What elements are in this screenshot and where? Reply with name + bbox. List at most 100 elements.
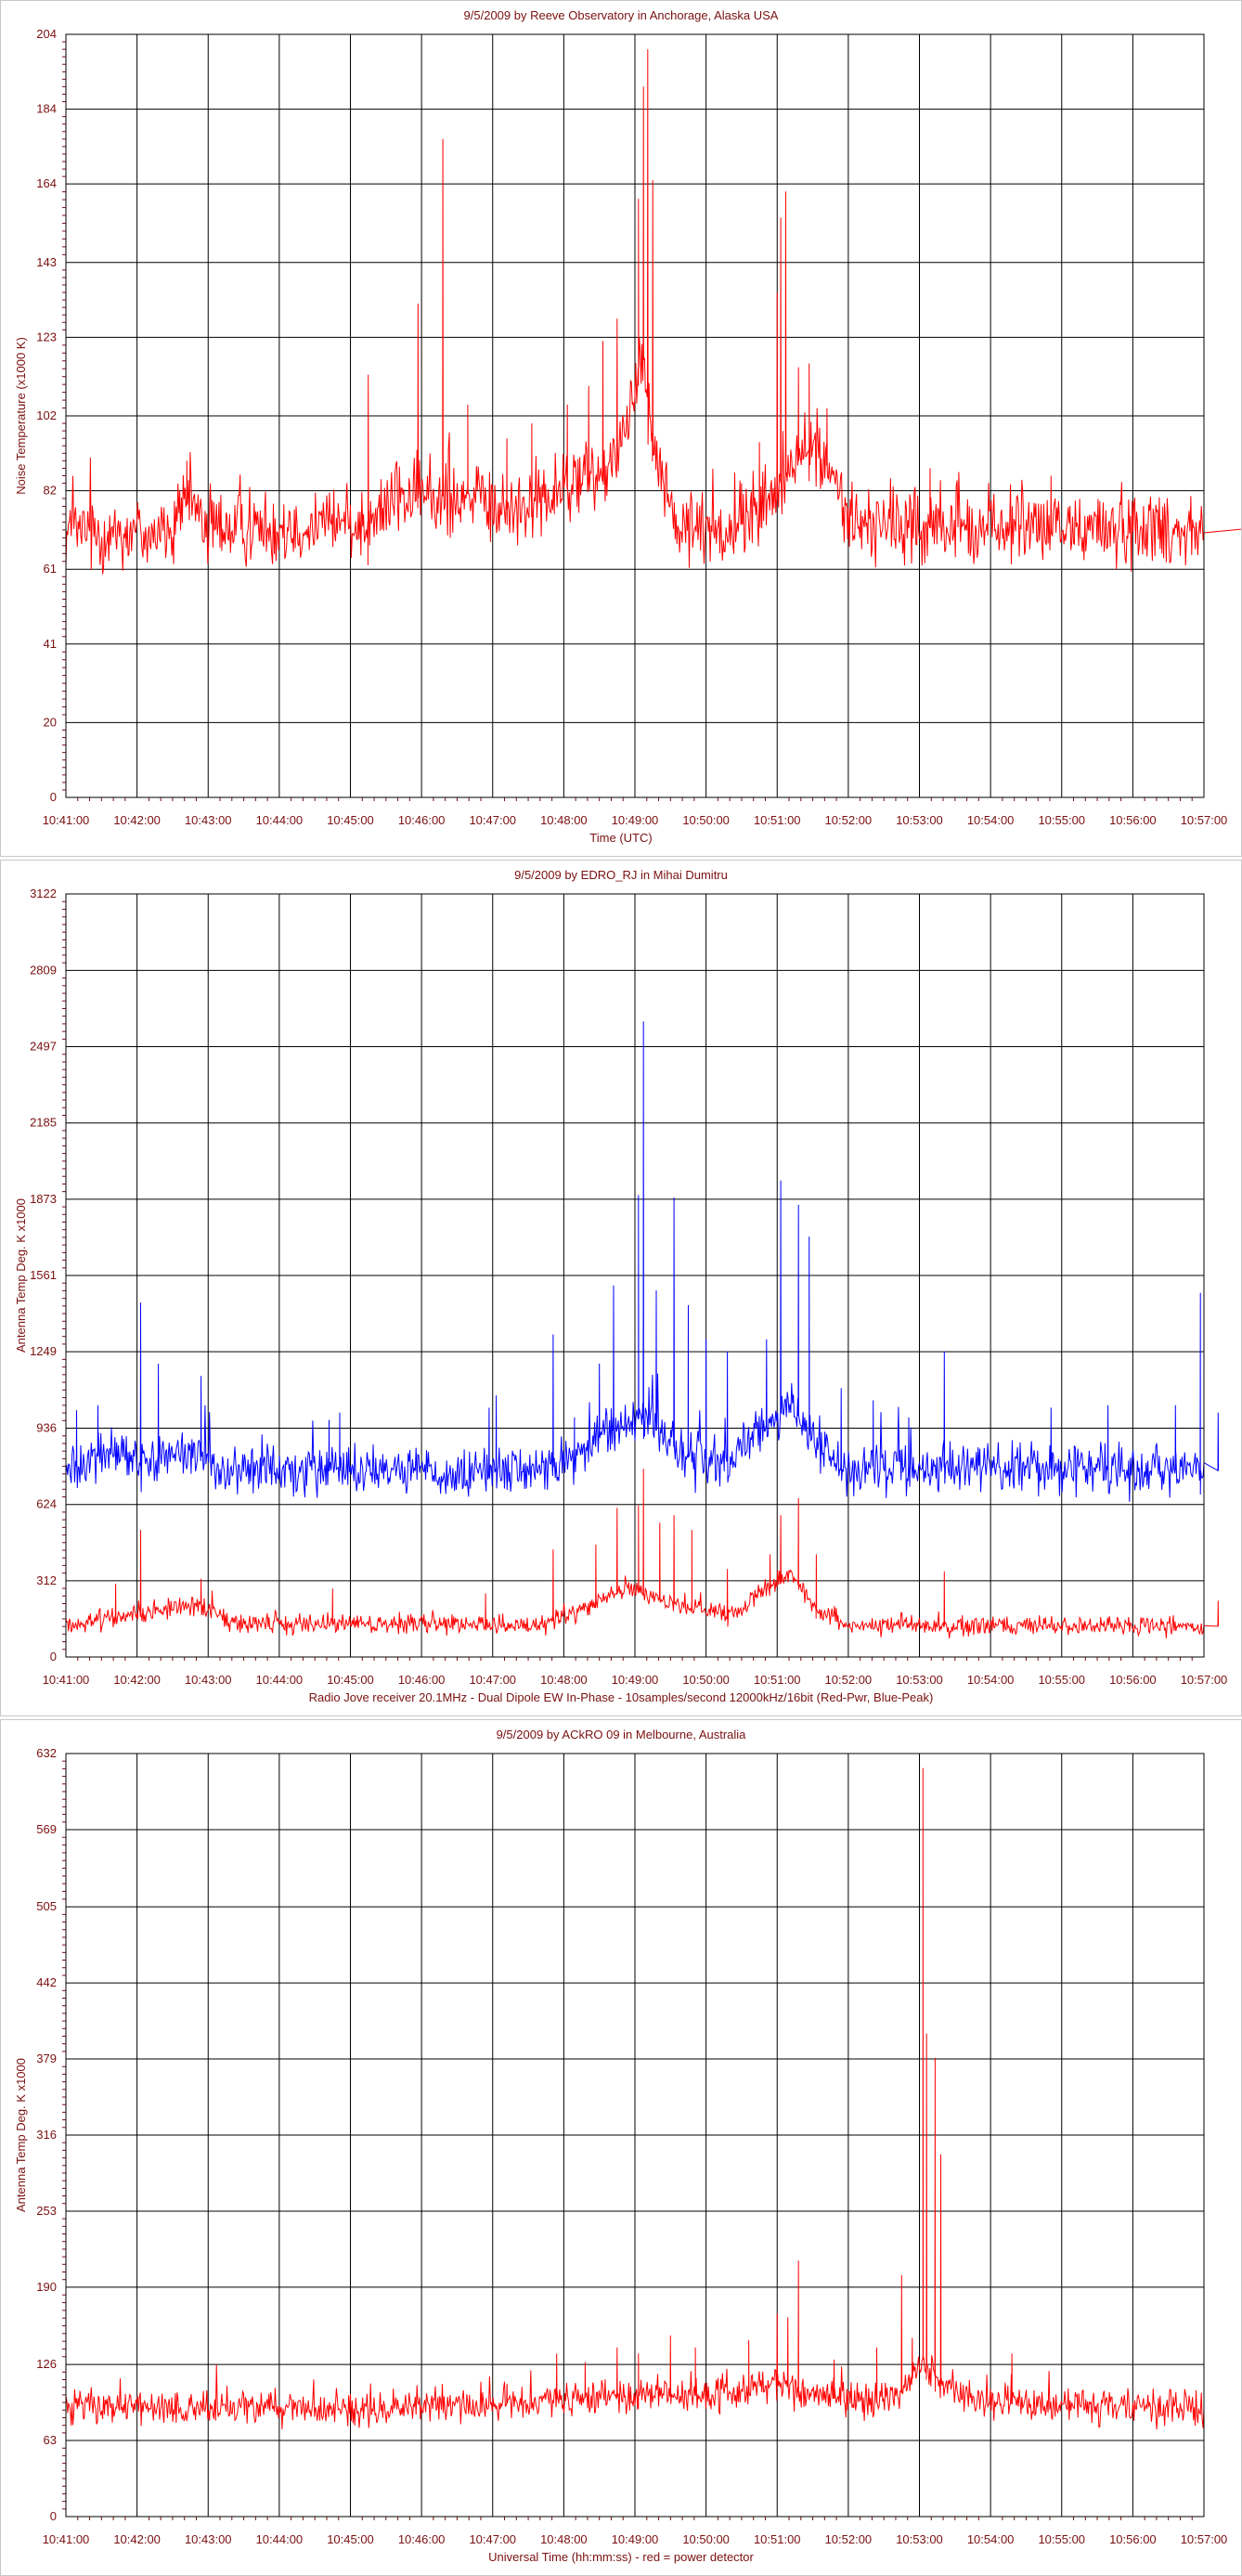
y-tick-label: 0 [50,2509,57,2523]
chart-title: 9/5/2009 by EDRO_RJ in Mihai Dumitru [514,868,728,882]
x-tick-label: 10:53:00 [896,1673,943,1687]
chart-svg-melbourne: 9/5/2009 by ACkRO 09 in Melbourne, Austr… [14,1728,1228,2564]
plot-frame [65,1753,1205,2518]
x-axis-label: Time (UTC) [589,831,652,845]
plot-frame [65,893,1205,1658]
minor-ticks [62,41,1193,801]
y-tick-label: 20 [44,715,57,729]
x-tick-labels: 10:41:00 10:42:00 10:43:00 10:44:00 10:45:00… [43,813,1228,827]
y-tick-label: 316 [36,2128,57,2142]
y-tick-label: 184 [36,102,57,116]
y-tick-label: 82 [44,484,57,498]
y-tick-labels: 0 63 126 190 253 316 379 442 505 569 632 [36,1746,57,2523]
y-tick-label: 253 [36,2204,57,2218]
minor-ticks [62,1760,1193,2520]
chart-svg-edro: 9/5/2009 by EDRO_RJ in Mihai Dumitru 0 312… [14,868,1228,1704]
x-tick-label: 10:57:00 [1181,2532,1228,2546]
x-tick-label: 10:44:00 [256,2532,304,2546]
series-line-1 [65,1469,1220,1639]
x-tick-label: 10:57:00 [1181,813,1228,827]
y-tick-label: 123 [36,330,57,343]
x-tick-label: 10:43:00 [185,1673,232,1687]
chart-panel-melbourne: 9/5/2009 by ACkRO 09 in Melbourne, Austr… [0,1719,1242,2576]
x-tick-label: 10:51:00 [754,1673,801,1687]
x-tick-label: 10:50:00 [682,1673,730,1687]
x-tick-label: 10:46:00 [398,2532,446,2546]
y-tick-label: 41 [44,637,57,651]
x-tick-label: 10:48:00 [540,1673,588,1687]
x-tick-label: 10:42:00 [113,1673,161,1687]
y-tick-label: 936 [36,1421,57,1435]
x-tick-label: 10:45:00 [327,1673,374,1687]
y-tick-labels: 0 312 624 936 1249 1561 1873 2185 2497 2809 3122 [30,887,57,1663]
chart-title: 9/5/2009 by Reeve Observatory in Anchora… [464,8,779,22]
y-tick-labels: 0 20 41 61 82 102 123 143 164 184 204 [36,27,57,804]
y-tick-label: 143 [36,255,57,269]
x-tick-label: 10:44:00 [256,1673,304,1687]
x-tick-label: 10:50:00 [682,2532,730,2546]
x-tick-label: 10:53:00 [896,2532,943,2546]
x-tick-label: 10:56:00 [1109,2532,1157,2546]
chart-panel-edro: 9/5/2009 by EDRO_RJ in Mihai Dumitru 0 312… [0,860,1242,1716]
x-tick-label: 10:47:00 [469,2532,516,2546]
y-tick-label: 2809 [30,963,57,977]
x-tick-label: 10:51:00 [754,813,801,827]
x-tick-label: 10:55:00 [1038,2532,1085,2546]
x-tick-label: 10:45:00 [327,2532,374,2546]
x-tick-label: 10:56:00 [1109,813,1157,827]
plot-frame [65,33,1205,798]
y-tick-label: 3122 [30,887,57,900]
y-tick-label: 0 [50,790,57,804]
x-axis-label: Universal Time (hh:mm:ss) - red = power … [488,2550,754,2564]
y-tick-label: 102 [36,408,57,422]
y-axis-label: Antenna Temp Deg. K x1000 [14,1198,28,1353]
y-tick-label: 379 [36,2052,57,2065]
y-tick-label: 0 [50,1650,57,1663]
chart-panel-anchorage: 9/5/2009 by Reeve Observatory in Anchora… [0,0,1242,857]
y-axis-label: Antenna Temp Deg. K x1000 [14,2058,28,2212]
y-tick-label: 2497 [30,1040,57,1054]
x-axis-label: Radio Jove receiver 20.1MHz - Dual Dipol… [309,1690,934,1704]
x-tick-label: 10:55:00 [1038,1673,1085,1687]
y-tick-label: 442 [36,1975,57,1989]
x-tick-label: 10:53:00 [896,813,943,827]
x-tick-label: 10:56:00 [1109,1673,1157,1687]
y-tick-label: 1249 [30,1344,57,1358]
y-tick-label: 63 [44,2433,57,2447]
x-tick-label: 10:54:00 [967,813,1015,827]
x-tick-label: 10:44:00 [256,813,304,827]
grid [65,33,1205,798]
y-tick-label: 61 [44,562,57,576]
x-tick-label: 10:45:00 [327,813,374,827]
x-tick-label: 10:43:00 [185,2532,232,2546]
x-tick-label: 10:47:00 [469,1673,516,1687]
y-tick-label: 190 [36,2280,57,2294]
y-tick-label: 632 [36,1746,57,1760]
x-tick-label: 10:43:00 [185,813,232,827]
x-tick-label: 10:50:00 [682,813,730,827]
y-tick-label: 204 [36,27,57,41]
y-tick-label: 312 [36,1573,57,1587]
minor-ticks [62,900,1193,1661]
y-tick-label: 164 [36,176,57,190]
x-tick-label: 10:46:00 [398,1673,446,1687]
x-tick-label: 10:52:00 [825,813,873,827]
x-tick-label: 10:51:00 [754,2532,801,2546]
y-axis-label: Noise Temperature (x1000 K) [14,337,28,495]
x-tick-label: 10:48:00 [540,2532,588,2546]
grid [65,893,1205,1658]
x-tick-label: 10:41:00 [43,2532,90,2546]
x-tick-label: 10:48:00 [540,813,588,827]
x-tick-label: 10:57:00 [1181,1673,1228,1687]
x-tick-label: 10:46:00 [398,813,446,827]
x-tick-label: 10:52:00 [825,1673,873,1687]
y-tick-label: 2185 [30,1116,57,1130]
y-tick-label: 1873 [30,1192,57,1206]
y-tick-label: 126 [36,2357,57,2371]
x-tick-label: 10:42:00 [113,2532,161,2546]
x-tick-label: 10:54:00 [967,2532,1015,2546]
x-tick-label: 10:49:00 [612,2532,659,2546]
y-tick-label: 505 [36,1899,57,1913]
x-tick-label: 10:41:00 [43,813,90,827]
